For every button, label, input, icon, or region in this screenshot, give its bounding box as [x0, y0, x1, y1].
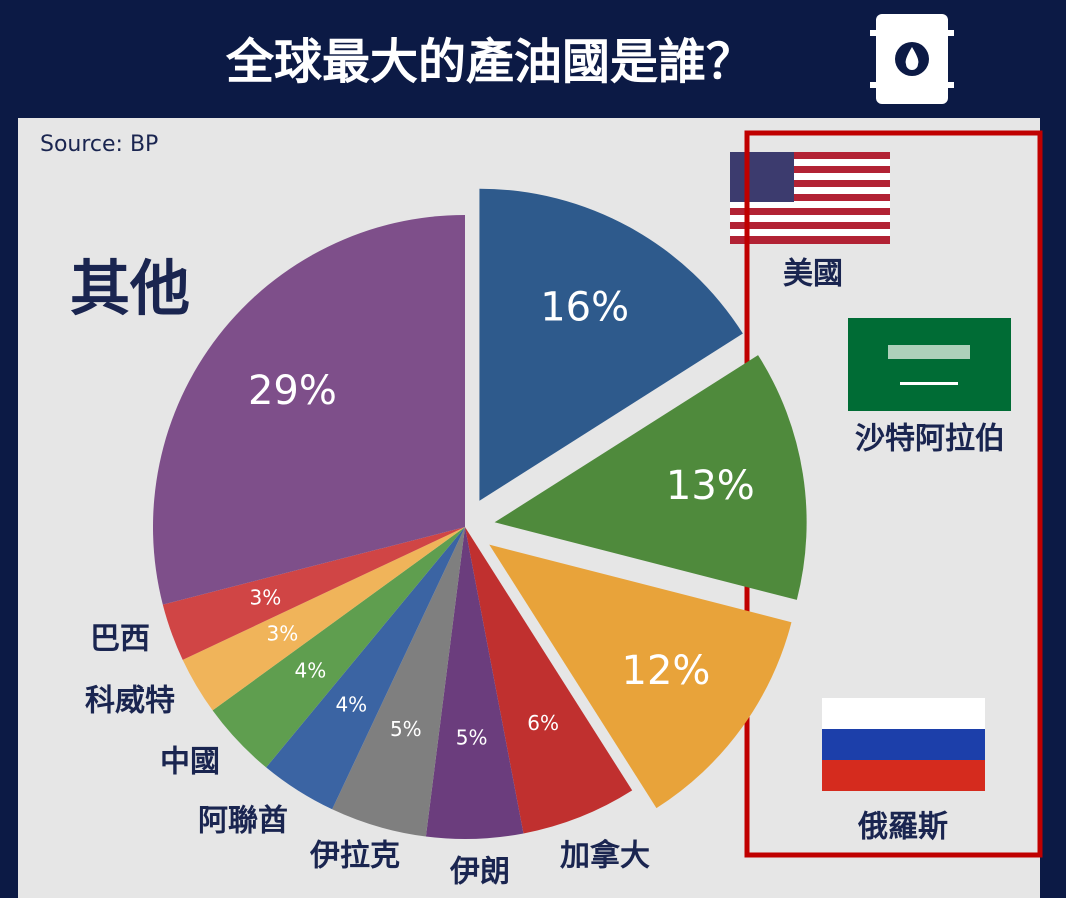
value-label: 4% [335, 693, 367, 717]
value-label: 13% [666, 463, 755, 509]
oil-barrel-icon [870, 14, 954, 104]
category-label: 巴西 [90, 622, 150, 657]
pie-slice [266, 527, 465, 810]
russia-flag [822, 698, 985, 791]
pie-slice [182, 527, 465, 711]
pie-slice [162, 527, 465, 660]
category-label: 伊拉克 [309, 839, 400, 874]
value-label: 12% [622, 648, 711, 694]
category-label: 科威特 [85, 684, 175, 719]
chart-title: 全球最大的產油國是誰？ [225, 34, 754, 90]
pie-slice [494, 355, 807, 600]
category-label: 其他 [70, 255, 190, 325]
value-label: 3% [250, 585, 282, 609]
category-label: 沙特阿拉伯 [855, 422, 1005, 457]
value-label: 29% [248, 368, 337, 414]
pie-slice [152, 215, 465, 605]
pie-slice [479, 188, 743, 501]
value-label: 4% [294, 659, 326, 683]
pie-slice [489, 544, 792, 809]
value-label: 5% [456, 726, 488, 750]
category-label: 加拿大 [560, 839, 650, 874]
category-label: 中國 [160, 745, 220, 780]
usa-flag [730, 152, 890, 244]
pie-slice [465, 527, 633, 834]
category-label: 伊朗 [449, 855, 510, 890]
pie-slice [332, 527, 465, 837]
value-label: 6% [527, 711, 559, 735]
saudi-flag [848, 318, 1011, 411]
category-label: 俄羅斯 [857, 810, 948, 845]
pie-slice [425, 527, 524, 839]
value-label: 5% [390, 717, 422, 741]
source: Source: BP [40, 132, 158, 157]
category-label: 阿聯酋 [198, 804, 288, 839]
pie-slice [212, 527, 465, 768]
value-label: 3% [267, 621, 299, 645]
value-label: 16% [540, 284, 629, 330]
category-label: 美國 [783, 257, 843, 292]
